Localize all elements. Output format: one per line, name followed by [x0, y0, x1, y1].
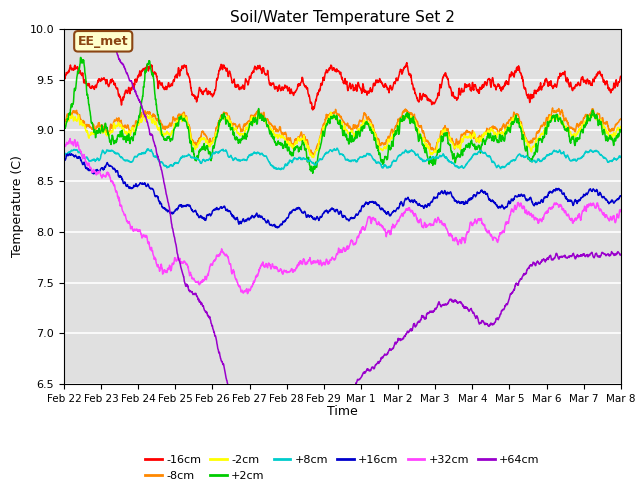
+64cm: [499, 306, 507, 312]
+32cm: [332, 256, 339, 262]
-2cm: [88, 131, 96, 136]
+32cm: [317, 258, 324, 264]
+64cm: [63, 0, 70, 3]
Legend: -16cm, -8cm, -2cm, +2cm, +8cm, +16cm, +32cm, +64cm: -16cm, -8cm, -2cm, +2cm, +8cm, +16cm, +3…: [141, 451, 544, 480]
+2cm: [332, 114, 339, 120]
Line: +16cm: +16cm: [64, 154, 621, 228]
+64cm: [602, 252, 609, 257]
-8cm: [60, 120, 68, 125]
-8cm: [88, 125, 96, 131]
-16cm: [309, 107, 317, 113]
+64cm: [601, 252, 609, 257]
Line: -8cm: -8cm: [64, 108, 621, 155]
Y-axis label: Temperature (C): Temperature (C): [11, 156, 24, 257]
+2cm: [89, 121, 97, 127]
+2cm: [601, 131, 609, 137]
+8cm: [499, 164, 507, 169]
-16cm: [601, 80, 609, 86]
+16cm: [617, 193, 625, 199]
+8cm: [617, 154, 625, 159]
+2cm: [602, 133, 609, 139]
+8cm: [602, 155, 609, 161]
+8cm: [331, 147, 339, 153]
Line: +32cm: +32cm: [64, 139, 621, 294]
-16cm: [617, 73, 625, 79]
Line: -2cm: -2cm: [64, 112, 621, 157]
-16cm: [403, 60, 411, 66]
+64cm: [617, 252, 625, 257]
-8cm: [316, 133, 324, 139]
+16cm: [60, 156, 68, 162]
+2cm: [499, 136, 507, 142]
-8cm: [617, 116, 625, 122]
X-axis label: Time: Time: [327, 405, 358, 418]
+32cm: [499, 228, 507, 234]
+2cm: [317, 142, 324, 148]
-8cm: [499, 124, 506, 130]
-2cm: [499, 130, 507, 136]
-2cm: [332, 113, 339, 119]
-2cm: [310, 155, 317, 160]
+16cm: [274, 225, 282, 231]
+8cm: [601, 156, 609, 161]
+32cm: [244, 291, 252, 297]
-16cm: [88, 83, 96, 89]
+8cm: [60, 152, 68, 157]
+32cm: [60, 142, 68, 148]
-16cm: [331, 67, 339, 72]
+32cm: [602, 215, 609, 220]
-8cm: [331, 109, 339, 115]
-16cm: [499, 86, 507, 92]
Line: +8cm: +8cm: [64, 148, 621, 170]
-2cm: [327, 109, 335, 115]
+2cm: [309, 170, 317, 176]
-8cm: [548, 105, 556, 111]
Line: +2cm: +2cm: [64, 58, 621, 173]
-2cm: [601, 124, 609, 130]
-16cm: [602, 82, 609, 88]
+64cm: [60, 1, 68, 7]
+16cm: [317, 214, 324, 219]
+2cm: [77, 55, 84, 60]
-16cm: [60, 73, 68, 79]
+2cm: [617, 128, 625, 133]
Title: Soil/Water Temperature Set 2: Soil/Water Temperature Set 2: [230, 10, 455, 25]
-2cm: [316, 135, 324, 141]
+2cm: [60, 124, 68, 130]
-8cm: [602, 120, 609, 126]
+32cm: [617, 209, 625, 215]
+16cm: [499, 204, 507, 210]
-8cm: [310, 152, 317, 158]
+8cm: [277, 167, 285, 173]
+32cm: [89, 169, 97, 175]
+8cm: [88, 157, 96, 163]
+64cm: [89, 20, 97, 25]
-2cm: [60, 120, 68, 126]
Line: -16cm: -16cm: [64, 63, 621, 110]
+64cm: [332, 417, 339, 423]
-2cm: [602, 125, 609, 131]
+16cm: [602, 196, 609, 202]
+16cm: [601, 196, 609, 202]
-2cm: [617, 124, 625, 130]
+16cm: [89, 170, 97, 176]
Text: EE_met: EE_met: [78, 35, 129, 48]
-8cm: [601, 120, 609, 125]
Line: +64cm: +64cm: [64, 0, 621, 480]
+32cm: [601, 212, 609, 217]
-16cm: [316, 86, 324, 92]
+32cm: [67, 136, 74, 142]
+8cm: [316, 156, 324, 162]
+8cm: [333, 145, 341, 151]
+16cm: [332, 208, 339, 214]
+16cm: [68, 151, 76, 156]
